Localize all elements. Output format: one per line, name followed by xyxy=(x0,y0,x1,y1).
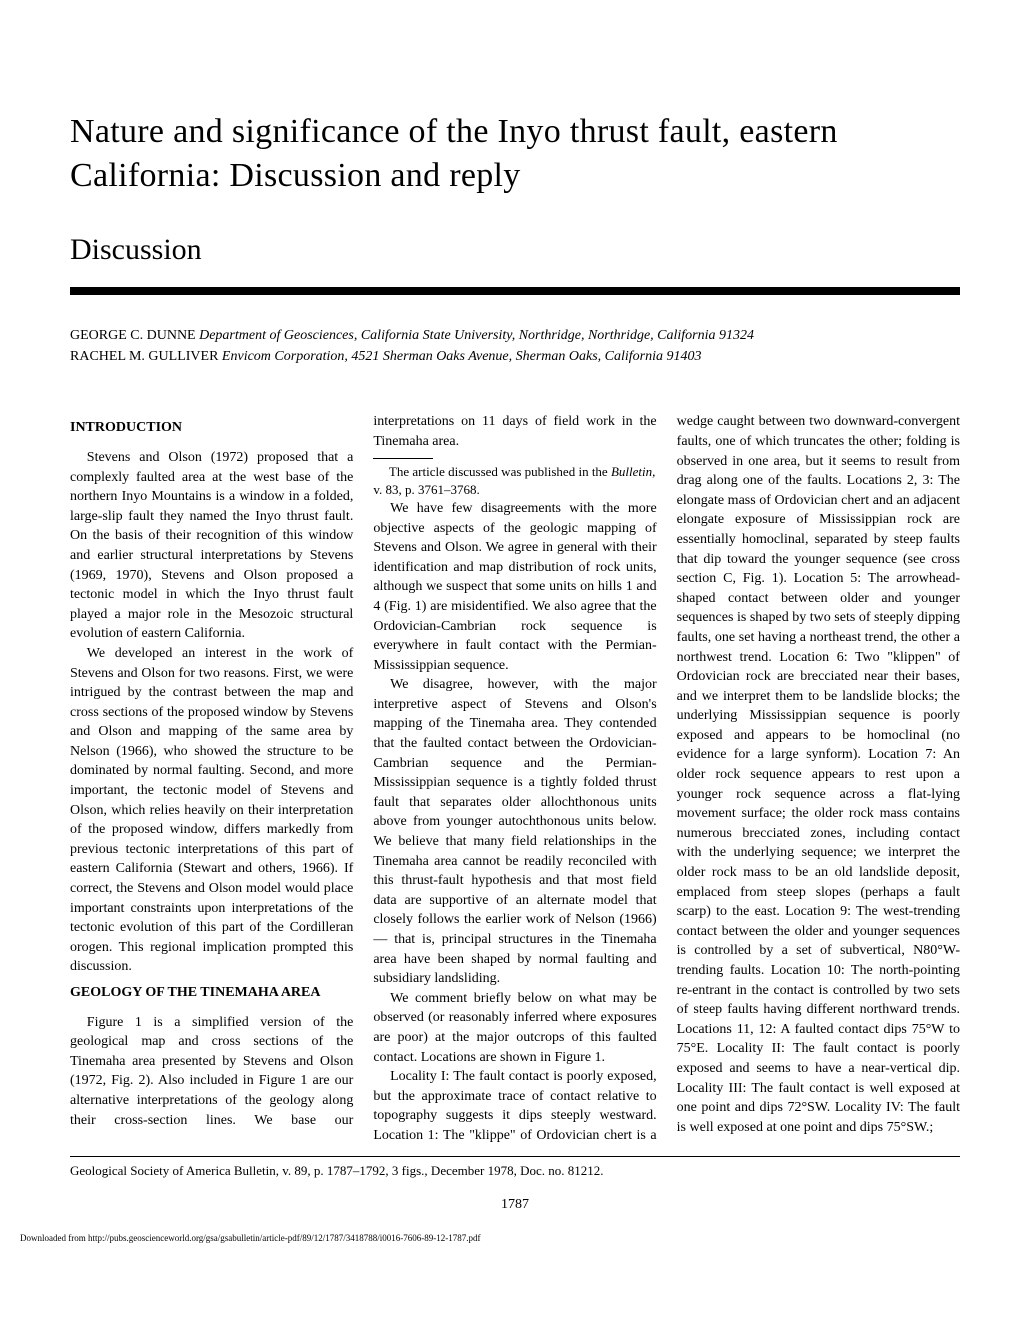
page-number: 1787 xyxy=(70,1197,960,1213)
heading-introduction: INTRODUCTION xyxy=(70,418,353,438)
paragraph: We have few disagreements with the more … xyxy=(373,499,656,675)
author-2-affil: Envicom Corporation, 4521 Sherman Oaks A… xyxy=(218,349,701,364)
author-1-affil: Department of Geosciences, California St… xyxy=(196,328,754,343)
author-1-name: GEORGE C. DUNNE xyxy=(70,328,196,343)
citation-line: Geological Society of America Bulletin, … xyxy=(70,1163,960,1179)
bottom-rule xyxy=(70,1156,960,1157)
footnote-text: v. 83, p. 3761–3768. xyxy=(373,482,479,497)
footnote-italic: Bulletin, xyxy=(611,464,655,479)
authors-block: GEORGE C. DUNNE Department of Geoscience… xyxy=(70,325,960,367)
paragraph: Stevens and Olson (1972) proposed that a… xyxy=(70,448,353,644)
paragraph: We disagree, however, with the major int… xyxy=(373,675,656,989)
article-title: Nature and significance of the Inyo thru… xyxy=(70,110,960,198)
footnote-separator xyxy=(373,458,433,459)
section-header-discussion: Discussion xyxy=(70,233,960,267)
footnote-text: The article discussed was published in t… xyxy=(389,464,611,479)
heading-geology: GEOLOGY OF THE TINEMAHA AREA xyxy=(70,983,353,1003)
paragraph: We comment briefly below on what may be … xyxy=(373,989,656,1067)
body-columns: INTRODUCTION Stevens and Olson (1972) pr… xyxy=(70,412,960,1145)
paragraph: We developed an interest in the work of … xyxy=(70,644,353,977)
download-source-line: Downloaded from http://pubs.geosciencewo… xyxy=(20,1233,960,1243)
footnote: The article discussed was published in t… xyxy=(373,463,656,499)
author-2-name: RACHEL M. GULLIVER xyxy=(70,349,218,364)
heavy-rule xyxy=(70,287,960,295)
